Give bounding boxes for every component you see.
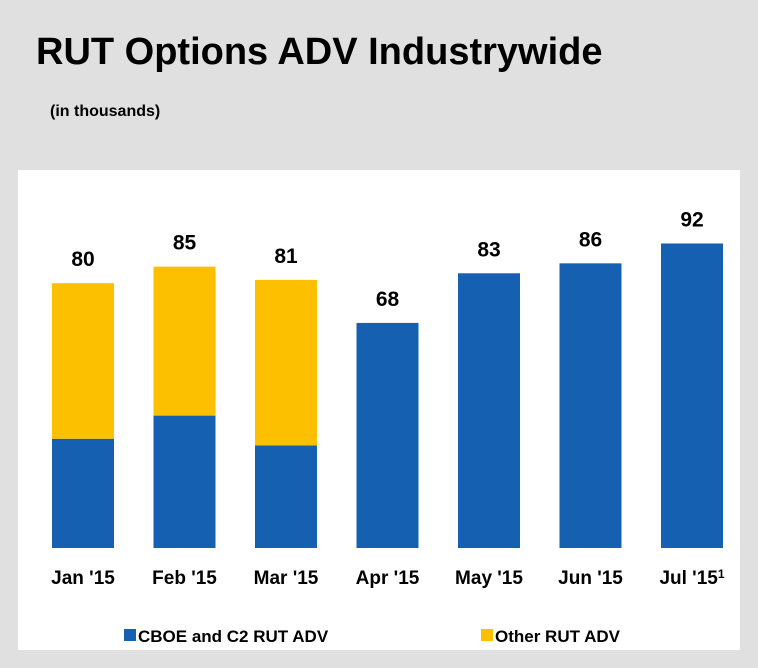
x-tick-label: Jun '15	[558, 568, 623, 589]
total-label: 92	[680, 208, 703, 231]
bar-segment	[255, 279, 317, 446]
chart-subtitle: (in thousands)	[50, 103, 160, 120]
x-tick-text: Jan '15	[51, 568, 115, 589]
bar-segment	[458, 273, 520, 548]
bar-segment	[661, 243, 723, 549]
x-tick-text: Mar '15	[254, 568, 319, 589]
bar-segment	[153, 415, 216, 548]
total-label: 85	[173, 232, 197, 255]
total-label: 80	[71, 248, 94, 271]
total-label: 68	[376, 288, 400, 311]
footnote-mark: 1	[718, 567, 725, 581]
x-tick-text: Jul '15	[659, 568, 718, 589]
x-tick-label: Feb '15	[152, 568, 217, 589]
chart-title: RUT Options ADV Industrywide	[36, 31, 603, 73]
x-tick-label: May '15	[455, 568, 523, 589]
bar-segment	[153, 266, 216, 416]
total-label: 81	[274, 245, 298, 268]
x-tick-text: Jun '15	[558, 568, 623, 589]
legend-label: CBOE and C2 RUT ADV	[138, 627, 329, 646]
bar-segment	[559, 263, 622, 548]
legend-swatch	[481, 629, 493, 641]
x-tick-label: Jan '15	[51, 568, 115, 589]
bar-segment	[52, 283, 114, 439]
bar-segment	[255, 445, 317, 548]
x-tick-label: Mar '15	[254, 568, 319, 589]
legend-swatch	[124, 629, 136, 641]
x-tick-label: Apr '15	[356, 568, 420, 589]
x-tick-text: May '15	[455, 568, 523, 589]
total-label: 86	[579, 228, 602, 251]
total-label: 83	[477, 238, 500, 261]
legend-label: Other RUT ADV	[495, 627, 621, 646]
x-tick-text: Feb '15	[152, 568, 217, 589]
bar-segment	[356, 322, 419, 548]
x-tick-label: Jul '151	[659, 567, 724, 589]
bar-segment	[52, 438, 114, 548]
x-tick-text: Apr '15	[356, 568, 420, 589]
